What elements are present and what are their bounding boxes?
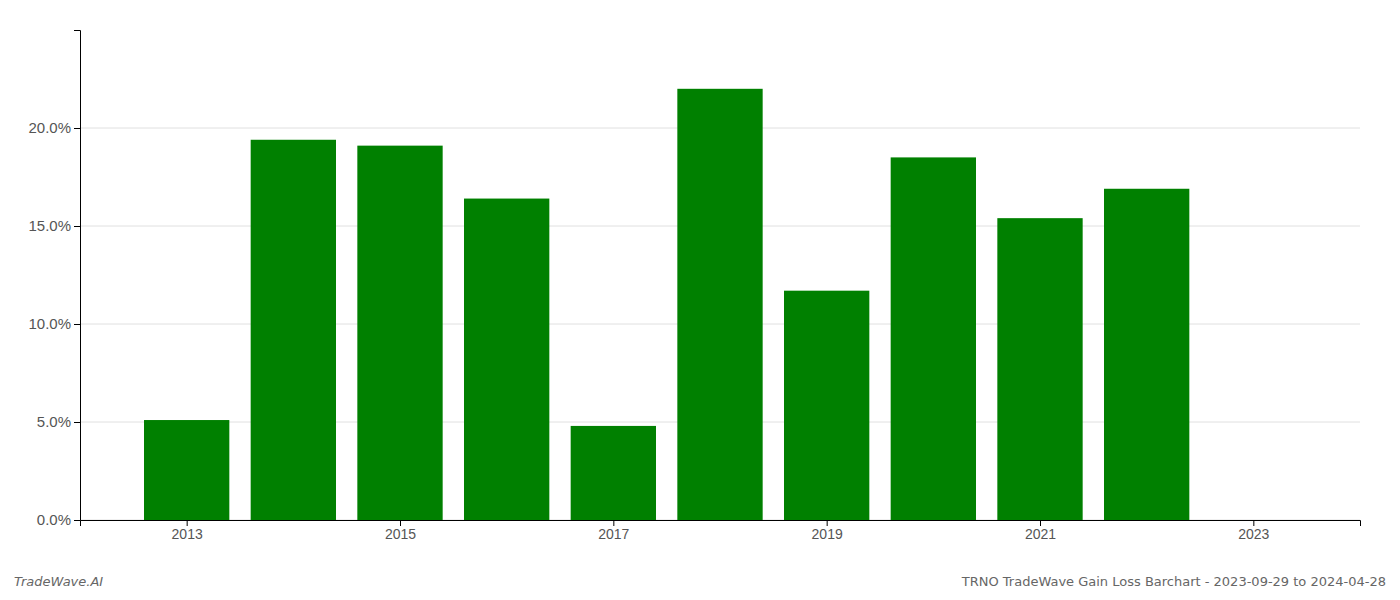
x-tick-label: 2017 bbox=[598, 526, 629, 542]
bar bbox=[464, 199, 549, 520]
bar bbox=[1104, 189, 1189, 520]
y-tick: 20.0% bbox=[28, 119, 80, 136]
y-tick: 5.0% bbox=[37, 413, 80, 430]
y-tick: 10.0% bbox=[28, 315, 80, 332]
y-tick: 0.0% bbox=[37, 511, 80, 528]
bar bbox=[357, 146, 442, 520]
x-axis: 2013 2015 2017 2019 2021 2023 bbox=[81, 520, 1361, 542]
y-tick-mark bbox=[74, 128, 80, 129]
y-tick-label: 10.0% bbox=[28, 315, 71, 332]
x-tick: 2015 bbox=[385, 520, 416, 542]
y-tick-label: 0.0% bbox=[37, 511, 71, 528]
plot-area: 2013 2015 2017 2019 2021 2023 0.0% 5.0% 10.0% 15.… bbox=[28, 31, 1360, 542]
bar bbox=[251, 140, 336, 520]
bar bbox=[997, 218, 1082, 520]
y-tick-mark bbox=[74, 520, 80, 521]
x-tick: 2019 bbox=[812, 520, 843, 542]
y-axis-line bbox=[74, 31, 81, 521]
chart: 2013 2015 2017 2019 2021 2023 0.0% 5.0% 10.0% 15.… bbox=[0, 0, 1400, 600]
y-tick-mark bbox=[74, 422, 80, 423]
y-tick-label: 20.0% bbox=[28, 119, 71, 136]
y-tick: 15.0% bbox=[28, 217, 80, 234]
y-axis: 0.0% 5.0% 10.0% 15.0% 20.0% bbox=[28, 31, 80, 529]
x-tick-label: 2013 bbox=[172, 526, 203, 542]
watermark: TradeWave.AI bbox=[14, 574, 103, 589]
x-tick-label: 2015 bbox=[385, 526, 416, 542]
y-tick-mark bbox=[74, 226, 80, 227]
bar bbox=[784, 291, 869, 520]
x-tick: 2023 bbox=[1238, 520, 1269, 542]
title: TRNO TradeWave Gain Loss Barchart - 2023… bbox=[961, 574, 1386, 589]
y-tick-label: 5.0% bbox=[37, 413, 71, 430]
bar bbox=[677, 89, 762, 520]
bars bbox=[144, 89, 1189, 520]
y-tick-mark bbox=[74, 324, 80, 325]
bar bbox=[571, 426, 656, 520]
bar bbox=[144, 420, 229, 520]
x-tick-label: 2019 bbox=[812, 526, 843, 542]
x-axis-line bbox=[81, 521, 1361, 527]
x-tick: 2017 bbox=[598, 520, 629, 542]
x-tick-label: 2023 bbox=[1238, 526, 1269, 542]
x-tick: 2021 bbox=[1025, 520, 1056, 542]
x-tick-label: 2021 bbox=[1025, 526, 1056, 542]
bar bbox=[891, 157, 976, 520]
y-tick-label: 15.0% bbox=[28, 217, 71, 234]
x-tick: 2013 bbox=[172, 520, 203, 542]
